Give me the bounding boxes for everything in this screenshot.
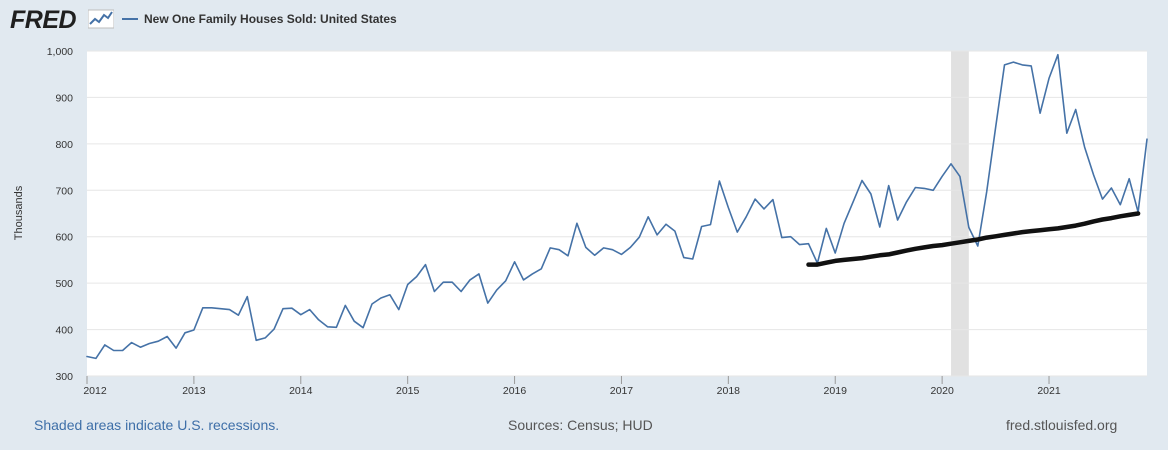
y-tick-label: 600 xyxy=(55,232,73,244)
fred-logo[interactable]: FRED xyxy=(10,6,77,34)
chart-legend: New One Family Houses Sold: United State… xyxy=(122,12,397,26)
sources-text: Sources: Census; HUD xyxy=(508,417,653,433)
plot-area xyxy=(87,51,1147,376)
gridlines xyxy=(87,50,1147,377)
y-axis-title: Thousands xyxy=(13,185,25,240)
site-link[interactable]: fred.stlouisfed.org xyxy=(1006,417,1118,433)
x-tick-label: 2014 xyxy=(289,385,313,397)
trend-line xyxy=(806,211,1141,267)
x-tick-label: 2012 xyxy=(83,385,107,397)
x-tick-label: 2016 xyxy=(503,385,527,397)
y-axis-ticks: 300 400 500 600 700 800 900 1,000 xyxy=(47,46,73,383)
x-tick-label: 2015 xyxy=(396,385,420,397)
fred-logo-graph-icon xyxy=(88,9,114,29)
y-tick-label: 500 xyxy=(55,278,73,290)
chart-header: FRED New One Family Houses Sold: United … xyxy=(0,0,1168,42)
y-tick-label: 300 xyxy=(55,371,73,383)
x-axis-ticks: 2012 2013 2014 2015 2016 2017 2018 2019 2020 2021 xyxy=(83,376,1061,397)
recession-note[interactable]: Shaded areas indicate U.S. recessions. xyxy=(34,417,280,433)
x-tick-label: 2019 xyxy=(824,385,848,397)
x-tick-label: 2013 xyxy=(182,385,206,397)
x-tick-label: 2020 xyxy=(930,385,954,397)
y-tick-label: 800 xyxy=(55,139,73,151)
recession-layer xyxy=(951,51,969,376)
y-tick-label: 400 xyxy=(55,325,73,337)
legend-swatch xyxy=(122,18,138,20)
y-tick-label: 700 xyxy=(55,185,73,197)
series-line-houses-sold xyxy=(86,53,1148,360)
x-tick-label: 2018 xyxy=(717,385,741,397)
y-tick-label: 900 xyxy=(55,92,73,104)
recession-shade xyxy=(951,51,969,376)
series-layer xyxy=(86,53,1148,360)
y-tick-label: 1,000 xyxy=(47,46,73,58)
x-tick-label: 2017 xyxy=(610,385,634,397)
legend-label[interactable]: New One Family Houses Sold: United State… xyxy=(144,12,397,26)
x-tick-label: 2021 xyxy=(1037,385,1061,397)
